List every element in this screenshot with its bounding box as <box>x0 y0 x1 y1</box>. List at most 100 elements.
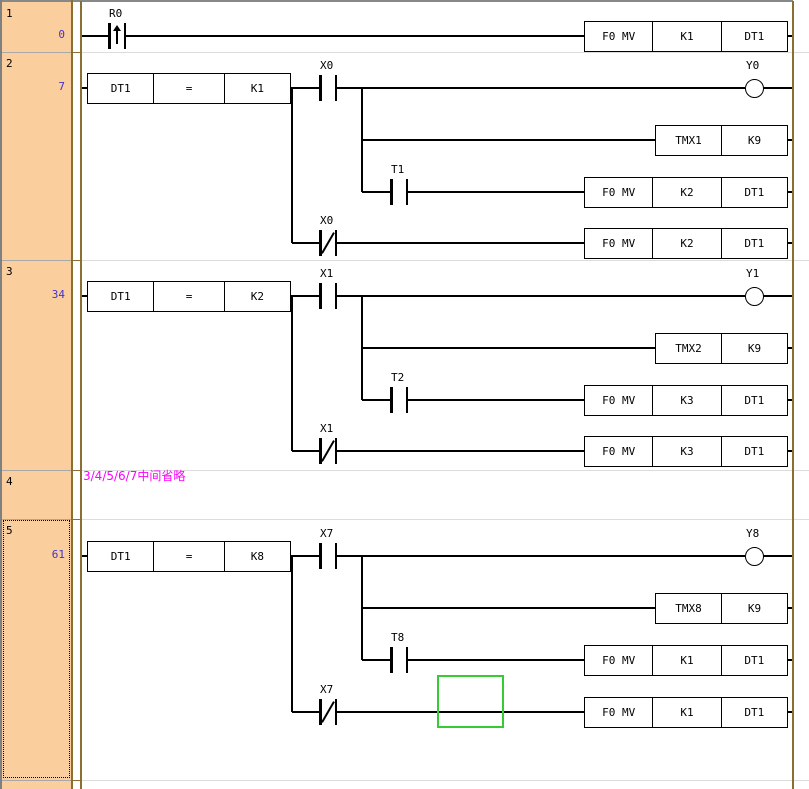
contact-bar <box>319 230 322 256</box>
contact-label: T1 <box>391 163 405 176</box>
contact-X1-no[interactable] <box>318 283 338 309</box>
rung-separator-gutter <box>71 780 81 781</box>
contact-label: X0 <box>320 214 334 227</box>
top-border-line <box>0 0 793 2</box>
coil-Y0[interactable] <box>744 78 764 98</box>
coil-Y1[interactable] <box>744 286 764 306</box>
instruction-box[interactable]: TMX1 K9 <box>655 124 788 156</box>
instruction-box[interactable]: TMX8 K9 <box>655 592 788 624</box>
wire <box>82 35 108 37</box>
instruction-cell: DT1 <box>720 436 787 466</box>
contact-bar <box>319 75 322 101</box>
instruction-cell: K3 <box>652 436 720 466</box>
contact-X0-no[interactable] <box>318 75 338 101</box>
wire <box>362 607 655 609</box>
step-number: 7 <box>58 80 65 93</box>
contact-bar <box>334 230 337 256</box>
contact-X1-nc[interactable] <box>318 438 338 464</box>
instruction-cell: F0 MV <box>602 444 636 458</box>
instruction-box[interactable]: F0 MV K3 DT1 <box>584 384 788 416</box>
wire <box>337 242 584 244</box>
wire <box>763 555 792 557</box>
contact-bar <box>405 179 408 205</box>
wire <box>362 347 655 349</box>
contact-bar <box>334 75 337 101</box>
wire <box>763 87 792 89</box>
instruction-cell: K2 <box>652 177 720 207</box>
wire <box>126 35 584 37</box>
wire <box>788 607 792 609</box>
coil-label: Y0 <box>746 59 760 72</box>
rung-separator-gutter <box>71 519 81 520</box>
instruction-box[interactable]: F0 MV K1 DT1 <box>584 696 788 728</box>
rung-separator-gutter <box>71 470 81 471</box>
rung-number: 4 <box>6 475 13 488</box>
instruction-cell: DT1 <box>720 21 787 51</box>
instruction-box[interactable]: F0 MV K2 DT1 <box>584 176 788 208</box>
rung-sidebar <box>2 2 71 789</box>
rung-separator <box>0 52 809 53</box>
contact-T8-no[interactable] <box>389 647 409 673</box>
contact-R0-rise[interactable] <box>107 23 127 49</box>
contact-bar <box>405 647 408 673</box>
window-left-edge <box>0 0 2 789</box>
contact-bar <box>390 647 393 673</box>
instruction-box[interactable]: F0 MV K1 DT1 <box>584 20 788 52</box>
instruction-cell: DT1 <box>720 228 787 258</box>
contact-X7-no[interactable] <box>318 543 338 569</box>
instruction-cell: TMX2 <box>675 341 702 355</box>
nc-slash-icon <box>321 701 335 723</box>
rung-header-row5[interactable] <box>2 781 71 788</box>
wire <box>788 242 792 244</box>
instruction-box[interactable]: F0 MV K2 DT1 <box>584 227 788 259</box>
instruction-box[interactable]: DT1 = K2 <box>87 280 291 312</box>
wire <box>788 35 792 37</box>
rung-separator-sidebar <box>2 519 71 520</box>
coil-Y8[interactable] <box>744 546 764 566</box>
nc-slash-icon <box>321 440 335 462</box>
wire <box>788 347 792 349</box>
rung-separator <box>0 470 809 471</box>
rung-separator-sidebar <box>2 260 71 261</box>
instruction-cell: DT1 <box>720 697 787 727</box>
rung-separator-gutter <box>71 260 81 261</box>
contact-bar <box>334 283 337 309</box>
contact-label: T2 <box>391 371 405 384</box>
wire <box>408 659 584 661</box>
wire <box>292 242 319 244</box>
instruction-cell: K9 <box>721 333 787 363</box>
rung-comment[interactable]: 3/4/5/6/7中间省略 <box>83 469 186 483</box>
wire <box>291 87 319 89</box>
instruction-box[interactable]: DT1 = K1 <box>87 72 291 104</box>
wire <box>408 191 584 193</box>
wire <box>337 555 745 557</box>
instruction-box[interactable]: DT1 = K8 <box>87 540 291 572</box>
instruction-cell: TMX8 <box>675 601 702 615</box>
wire <box>82 555 87 557</box>
contact-T2-no[interactable] <box>389 387 409 413</box>
instruction-box[interactable]: F0 MV K1 DT1 <box>584 644 788 676</box>
instruction-cell: DT1 <box>720 385 787 415</box>
wire <box>362 399 390 401</box>
rung-separator <box>0 780 809 781</box>
rung-separator-gutter <box>71 52 81 53</box>
contact-label: T8 <box>391 631 405 644</box>
instruction-box[interactable]: F0 MV K3 DT1 <box>584 435 788 467</box>
edit-cursor[interactable] <box>437 675 504 728</box>
contact-bar <box>108 23 111 49</box>
step-number: 61 <box>51 548 65 561</box>
contact-X0-nc[interactable] <box>318 230 338 256</box>
instruction-box[interactable]: TMX2 K9 <box>655 332 788 364</box>
wire <box>82 295 87 297</box>
contact-T1-no[interactable] <box>389 179 409 205</box>
left-power-rail <box>80 1 82 789</box>
wire <box>337 450 584 452</box>
wire-branch <box>291 296 293 451</box>
instruction-cell: F0 MV <box>602 185 636 199</box>
instruction-cell: K8 <box>223 541 290 571</box>
contact-X7-nc[interactable] <box>318 699 338 725</box>
wire <box>788 191 792 193</box>
instruction-cell: K2 <box>223 281 290 311</box>
rung-number: 2 <box>6 57 13 70</box>
